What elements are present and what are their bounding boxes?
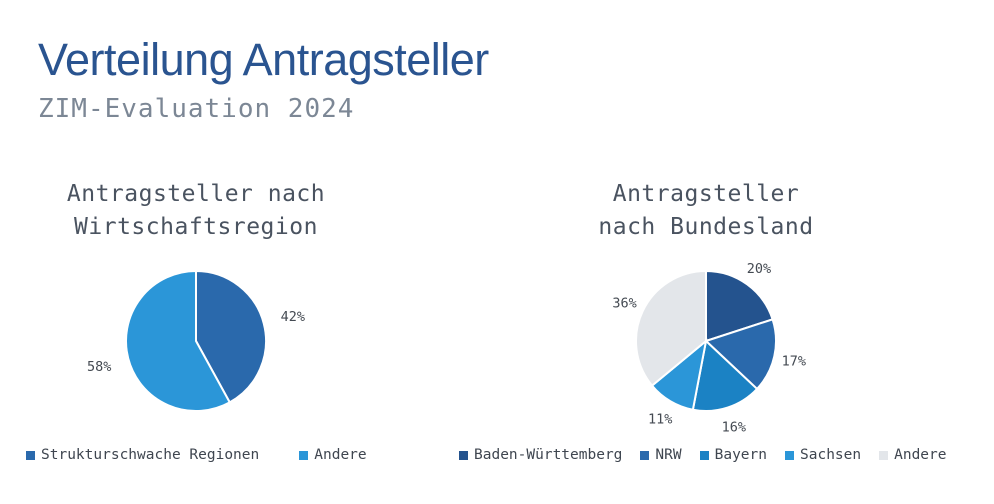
chart-2-title-line-1: Antragsteller [612, 181, 800, 207]
chart-2-slice-2-label: 17% [782, 354, 806, 370]
legend-swatch [459, 450, 468, 460]
chart-1-title-line-1: Antragsteller nach [66, 181, 326, 207]
chart-2-slice-1 [705, 269, 774, 343]
legend-label: Andere [314, 447, 367, 463]
legend-label: NRW [655, 447, 682, 463]
legend-label: Strukturschwache Regionen [41, 447, 260, 463]
legend-label: Andere [894, 447, 947, 463]
chart-2-slice-4-label: 11% [648, 411, 672, 427]
chart-2-legend-item-1: Baden-Württemberg [459, 447, 622, 463]
legend-swatch [26, 450, 35, 460]
chart-2-title: Antragsteller nach Bundesland [556, 178, 856, 244]
chart-2-legend-item-5: Andere [879, 447, 947, 463]
chart-2-legend-item-4: Sachsen [785, 447, 861, 463]
chart-1-legend-item-1: Strukturschwache Regionen [26, 447, 259, 463]
chart-2-slice-3-label: 16% [722, 420, 746, 436]
chart-2-slice-5 [635, 269, 707, 388]
chart-1-legend-item-2: Andere [299, 447, 367, 463]
legend-swatch [699, 450, 709, 460]
chart-1-legend: Strukturschwache Regionen Andere [26, 447, 367, 463]
legend-label: Sachsen [800, 447, 862, 463]
chart-2-slice-2 [704, 318, 777, 391]
chart-1-slice-2 [125, 269, 232, 412]
chart-2-legend-item-2: NRW [640, 447, 682, 463]
chart-2-slice-3 [691, 339, 759, 412]
chart-1-slice-1 [195, 269, 267, 404]
chart-2-slice-1-label: 20% [747, 261, 771, 277]
chart-2-slice-5-label: 36% [612, 296, 636, 312]
chart-1-slice-2-label: 58% [87, 359, 111, 375]
legend-label: Bayern [714, 447, 767, 463]
page-subtitle: ZIM-Evaluation 2024 [38, 94, 355, 124]
page-title: Verteilung Antragsteller [38, 34, 489, 85]
legend-label: Baden-Württemberg [474, 447, 623, 463]
legend-swatch [640, 450, 650, 460]
legend-swatch [879, 450, 889, 460]
chart-2-title-line-2: nach Bundesland [598, 214, 814, 240]
chart-2-legend-item-3: Bayern [699, 447, 767, 463]
chart-1-title-line-2: Wirtschaftsregion [74, 214, 318, 240]
legend-swatch [785, 450, 794, 460]
chart-2-legend: Baden-Württemberg NRW Bayern Sachsen Andere [459, 447, 947, 463]
legend-swatch [299, 450, 309, 460]
chart-1-title: Antragsteller nach Wirtschaftsregion [46, 178, 346, 244]
chart-1-slice-1-label: 42% [281, 309, 305, 325]
